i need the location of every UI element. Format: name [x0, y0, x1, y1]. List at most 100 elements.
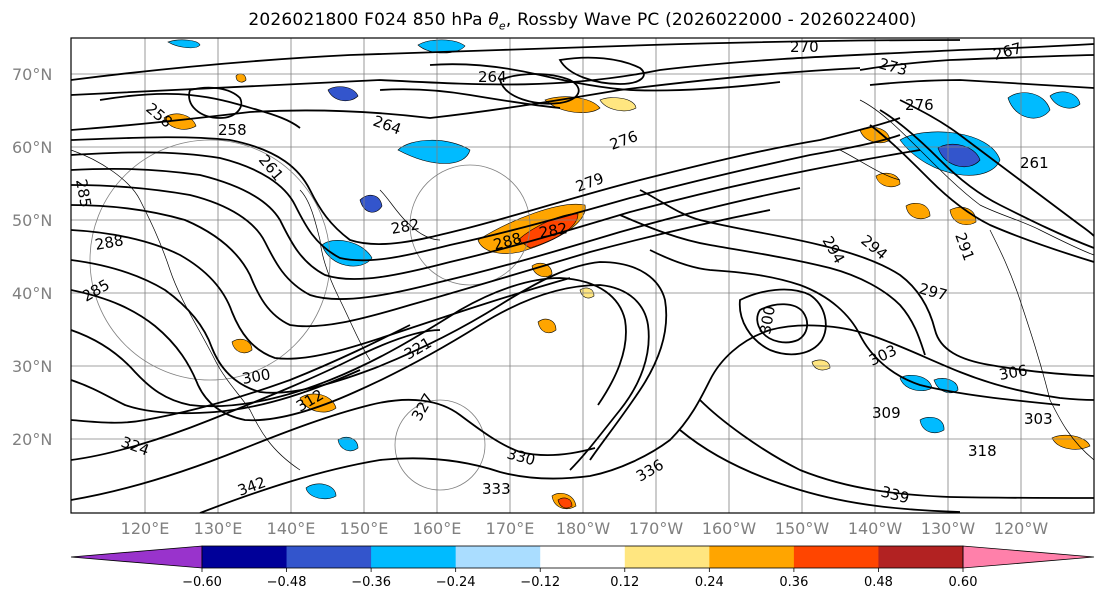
contour-label: 300 [241, 365, 272, 388]
orange-patch-mid-2 [537, 318, 557, 334]
lat-label: 70°N [12, 65, 52, 84]
colorbar-segment [455, 546, 541, 568]
contour-label: 276 [905, 96, 934, 114]
longitude-labels: 120°E 130°E 140°E 150°E 160°E 170°E 180°… [121, 519, 1049, 538]
orange-patch-s-japan [299, 393, 337, 413]
contour-label: 270 [790, 38, 819, 56]
colorbar-segment [286, 546, 372, 568]
contour-label: 282 [390, 215, 421, 238]
lat-label: 20°N [12, 430, 52, 449]
lat-label: 60°N [12, 138, 52, 157]
colorbar-tick-label: 0.12 [610, 575, 639, 590]
lon-label: 120°E [121, 519, 170, 538]
lon-label: 180°W [556, 519, 611, 538]
orange-patch-mid [531, 262, 553, 278]
yellow-patch-top [599, 97, 637, 112]
contour-label: 339 [879, 482, 911, 507]
contour-label: 258 [218, 121, 247, 139]
gridlines [71, 38, 1094, 513]
contour-label: 276 [607, 127, 640, 154]
orange-patch-top-left [163, 113, 197, 130]
blue-patch-bottom [305, 483, 337, 500]
colorbar-segment [624, 546, 710, 568]
orange-patch-gulf [949, 207, 977, 225]
colorbar-tick-label: −0.12 [520, 575, 560, 590]
contour-label: 282 [538, 219, 569, 242]
coastlines [71, 99, 1094, 471]
title-text: 2026021800 F024 850 hPa [248, 10, 483, 30]
contour-label: 321 [401, 334, 435, 364]
blue-patch-kamchatka-top [327, 86, 359, 102]
contour-label: 258 [142, 99, 176, 131]
lon-label: 140°E [267, 519, 316, 538]
colorbar-tick-label: 0.48 [864, 575, 893, 590]
colorbar-extend-low [70, 545, 203, 569]
latitude-labels: 70°N 60°N 50°N 40°N 30°N 20°N [12, 65, 52, 449]
contour-label: 327 [408, 390, 438, 424]
contour-label: 273 [877, 54, 909, 79]
colorbar-tick-label: −0.36 [351, 575, 391, 590]
contour-label: 309 [872, 404, 901, 422]
blue-patch-top-left [167, 39, 201, 49]
contour-label: 300 [756, 304, 779, 335]
contour-label: 342 [235, 473, 268, 500]
orange-patch-jet [477, 203, 586, 254]
colorbar-segment [709, 546, 795, 568]
contour-label: 285 [72, 178, 95, 209]
colorbar-segment [371, 546, 457, 568]
colorbar: −0.60 −0.48 −0.36 −0.24 −0.12 0.12 0.24 0.36 0.4… [70, 545, 1095, 590]
title-rest: , Rossby Wave PC (2026022000 - 202602240… [505, 10, 917, 30]
contour-label: 291 [951, 230, 978, 263]
lat-label: 50°N [12, 211, 52, 230]
blue-patch-bottom-2 [337, 436, 359, 452]
lon-label: 140°W [848, 519, 903, 538]
lon-label: 170°E [486, 519, 535, 538]
blue-patch-kamchatka [397, 139, 471, 164]
redorange-patch-bottom [557, 497, 573, 509]
colorbar-tick-label: 0.36 [779, 575, 808, 590]
lon-label: 170°W [629, 519, 684, 538]
lon-label: 160°W [702, 519, 757, 538]
contour-label: 267 [991, 39, 1023, 64]
colorbar-tick-label: 0.24 [695, 575, 724, 590]
colorbar-segment [793, 546, 879, 568]
colorbar-outline [201, 545, 964, 569]
orange-patch-small-1 [235, 73, 247, 83]
theta-e-contours [71, 39, 1094, 513]
contour-label: 279 [573, 169, 606, 196]
colorbar-segment [878, 546, 964, 568]
orange-patch-east-china [231, 338, 253, 354]
contour-label: 294 [857, 231, 891, 263]
lon-label: 150°E [340, 519, 389, 538]
blue-patch-bc [1007, 92, 1051, 119]
colorbar-extend-high [962, 545, 1095, 569]
contour-label: 318 [968, 442, 997, 460]
lon-label: 130°E [194, 519, 243, 538]
title-theta: θe [488, 10, 506, 33]
contour-label: 333 [482, 480, 511, 498]
contour-label: 261 [255, 151, 287, 185]
contour-label: 303 [1024, 410, 1053, 428]
orange-patch-alaska-3 [905, 203, 931, 219]
contour-label: 264 [478, 68, 507, 86]
blue-patch-mid-left [359, 194, 383, 213]
lon-label: 150°W [775, 519, 830, 538]
colorbar-tick-label: −0.60 [182, 575, 222, 590]
colorbar-segment [202, 546, 288, 568]
contour-label: 288 [94, 231, 125, 254]
lat-label: 40°N [12, 284, 52, 303]
lat-label: 30°N [12, 357, 52, 376]
lon-label: 130°W [921, 519, 976, 538]
yellow-patch-east [811, 359, 831, 371]
shading-layer [163, 39, 1091, 509]
blue-patch-pacific-e2 [933, 378, 959, 393]
lon-label: 120°W [994, 519, 1049, 538]
lon-label: 160°E [413, 519, 462, 538]
colorbar-tick-label: 0.60 [949, 575, 978, 590]
colorbar-segment [540, 546, 626, 568]
colorbar-tick-label: −0.24 [436, 575, 476, 590]
orange-patch-alaska-2 [875, 172, 901, 188]
contour-label: 324 [119, 433, 152, 460]
contour-label: 264 [371, 112, 404, 139]
